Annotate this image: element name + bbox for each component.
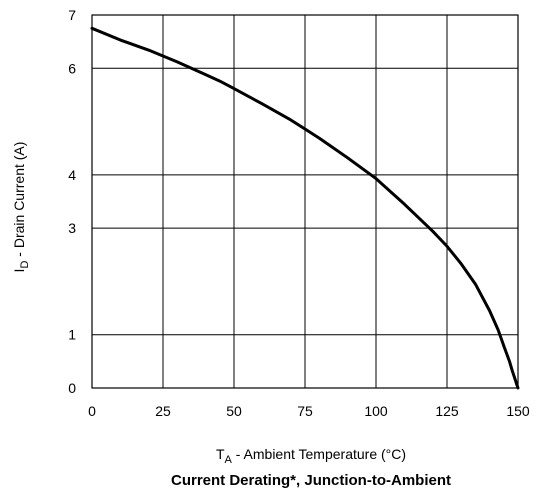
chart-title: Current Derating*, Junction-to-Ambient [171, 472, 451, 489]
x-tick-label-4: 100 [364, 403, 388, 419]
plot-frame-layer [91, 14, 519, 389]
x-axis-label-rest: - Ambient Temperature (°C) [232, 446, 406, 462]
x-tick-label-2: 50 [226, 403, 242, 419]
plot-frame [91, 14, 519, 389]
x-tick-label-0: 0 [88, 403, 96, 419]
x-tick-label-1: 25 [155, 403, 171, 419]
y-axis-label: ID - Drain Current (A) [11, 142, 31, 273]
x-tick-label-6: 150 [506, 403, 530, 419]
series-layer [90, 26, 520, 390]
y-tick-label-1: 1 [68, 327, 76, 343]
y-tick-label-0: 0 [68, 380, 76, 396]
y-tick-label-4: 6 [68, 60, 76, 76]
y-axis-label-main: I [11, 269, 27, 273]
grid-layer [91, 14, 519, 389]
y-tick-label-2: 3 [68, 220, 76, 236]
x-axis-label-main: T [216, 446, 225, 462]
y-tick-label-3: 4 [68, 167, 76, 183]
x-tick-label-5: 125 [435, 403, 459, 419]
derating-curve-0 [90, 26, 520, 390]
y-axis-label-rest: - Drain Current (A) [11, 142, 27, 261]
y-axis-label-sub: D [19, 261, 31, 269]
x-tick-labels: 0 25 50 75 100 125 150 [88, 403, 530, 419]
y-tick-label-5: 7 [68, 7, 76, 23]
y-tick-labels: 0 1 3 4 6 7 [68, 7, 76, 396]
x-axis-label-sub: A [225, 454, 233, 466]
x-axis-label: TA - Ambient Temperature (°C) [216, 446, 406, 466]
x-tick-label-3: 75 [297, 403, 313, 419]
